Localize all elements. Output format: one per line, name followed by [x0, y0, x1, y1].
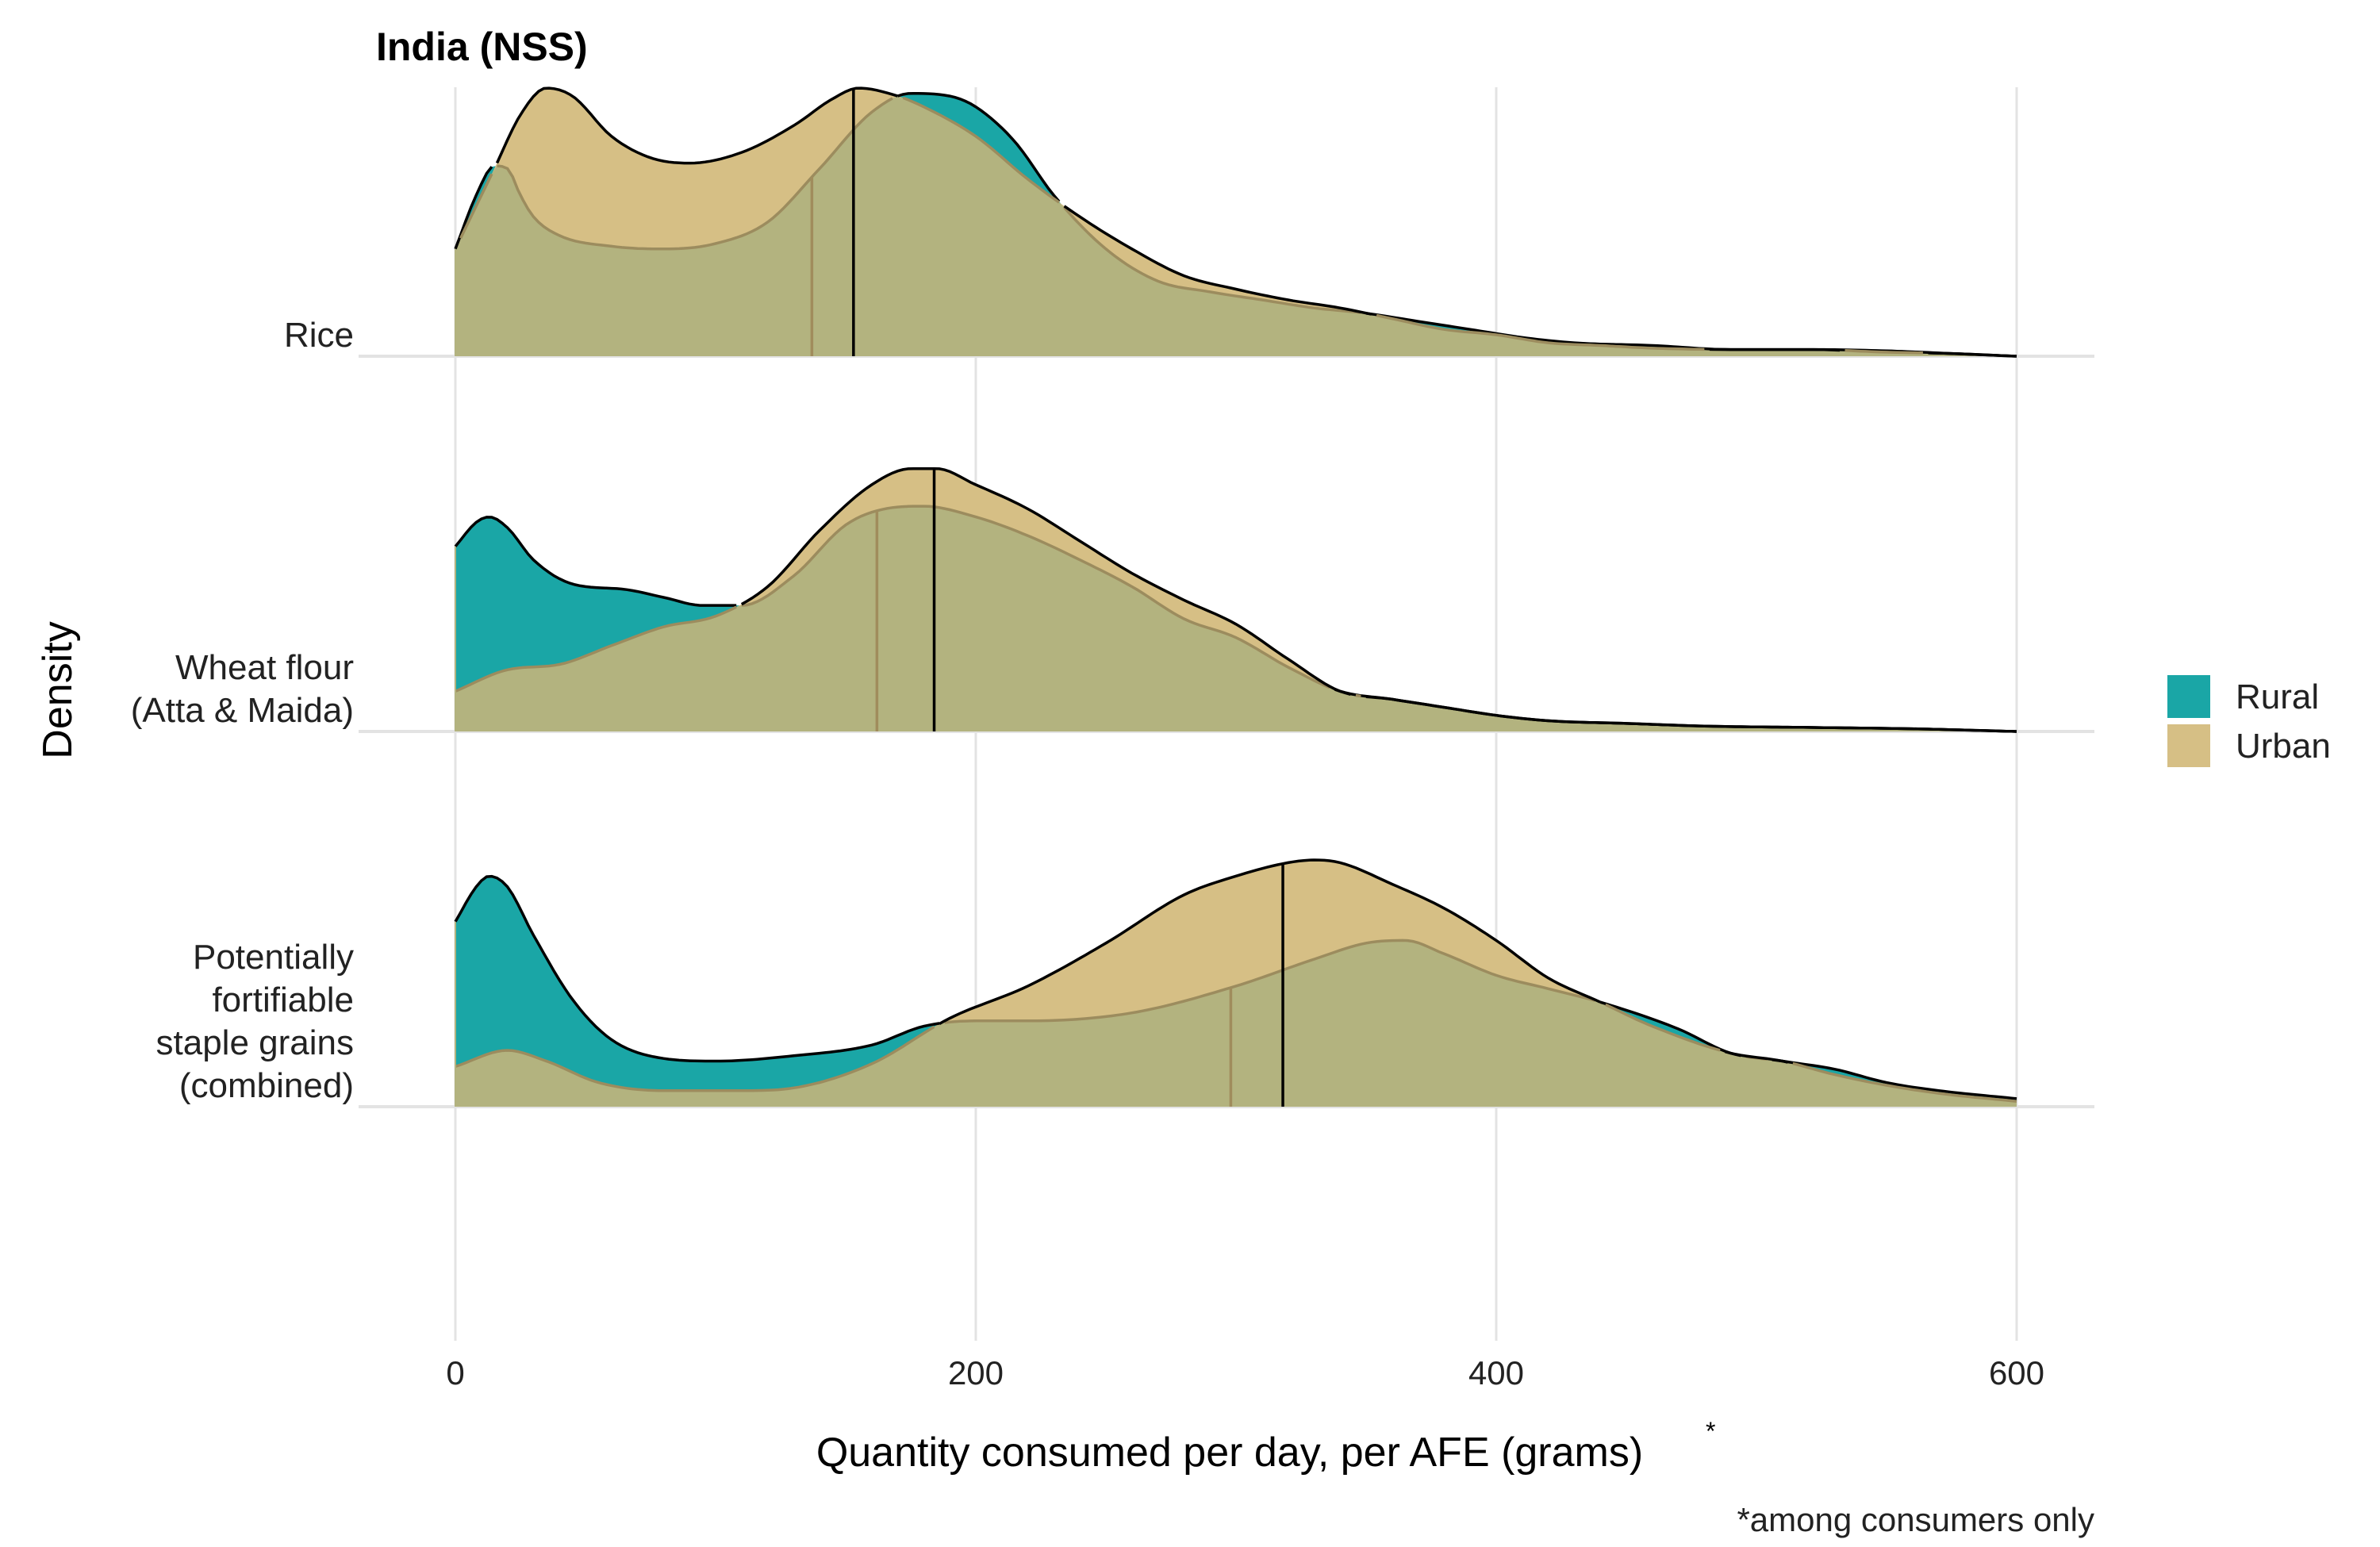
row-label-2-line-1: fortifiable	[212, 981, 354, 1019]
density-row-2	[454, 858, 2017, 1107]
density-layer	[454, 86, 2017, 1107]
row-label-0-line-0: Rice	[284, 316, 354, 355]
legend-label-urban: Urban	[2236, 727, 2331, 766]
legend-label-rural: Rural	[2236, 678, 2319, 716]
legend-swatch-rural	[2167, 675, 2210, 718]
overlap-density-area	[455, 96, 2017, 356]
y-axis-title: Density	[35, 621, 81, 758]
urban-density-outline	[740, 467, 2017, 733]
density-row-1	[454, 467, 2017, 733]
x-tick-label: 400	[1468, 1354, 1524, 1392]
row-label-2-line-3: (combined)	[179, 1066, 354, 1105]
row-label-2-line-2: staple grains	[156, 1023, 354, 1062]
rural-density-hidden-outline	[497, 97, 1361, 314]
urban-density-outline	[939, 858, 1788, 1064]
caption: *among consumers only	[1737, 1501, 2094, 1538]
rural-density-outline	[454, 874, 2017, 1100]
row-label-1-line-0: Wheat flour	[175, 648, 354, 687]
overlap-density-area	[455, 506, 2017, 731]
x-tick-label: 600	[1989, 1354, 2044, 1392]
x-axis-title: Quantity consumed per day, per AFE (gram…	[816, 1430, 1643, 1476]
urban-density-outline	[495, 86, 2017, 358]
overlap-density-area	[455, 940, 2017, 1107]
row-label-1-line-1: (Atta & Maida)	[131, 691, 354, 730]
row-label-2-line-0: Potentially	[193, 938, 354, 977]
x-axis-title-superscript: *	[1706, 1417, 1715, 1445]
chart-title: India (NSS)	[376, 25, 588, 69]
x-tick-label: 200	[948, 1354, 1004, 1392]
x-tick-label: 0	[446, 1354, 464, 1392]
median-layer	[810, 88, 1284, 1107]
legend-swatch-urban	[2167, 724, 2210, 767]
legend: Rural Urban	[2167, 675, 2331, 767]
urban-density-hidden-outline	[455, 605, 1361, 698]
x-axis-title-group: Quantity consumed per day, per AFE (gram…	[816, 1417, 1716, 1476]
label-layer: Rice Wheat flour (Atta & Maida) Potentially…	[131, 316, 354, 1105]
urban-density-hidden-outline	[455, 1003, 2017, 1103]
rural-density-hidden-outline	[741, 505, 1330, 689]
urban-density-hidden-outline	[459, 96, 1923, 355]
density-row-0	[454, 86, 2017, 358]
